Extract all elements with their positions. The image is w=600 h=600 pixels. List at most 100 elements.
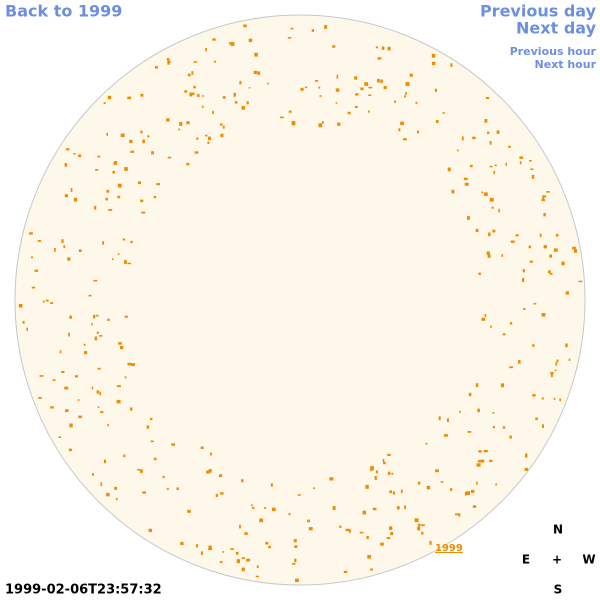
previous-hour-link[interactable]: Previous hour xyxy=(510,45,597,58)
magnetic-feature xyxy=(509,435,512,439)
magnetic-feature xyxy=(489,165,493,168)
magnetic-feature xyxy=(148,528,152,533)
magnetic-feature xyxy=(435,120,439,123)
magnetic-feature xyxy=(113,161,118,165)
magnetic-feature xyxy=(186,121,190,125)
magnetic-feature xyxy=(380,79,383,84)
magnetic-feature xyxy=(297,494,301,496)
magnetic-feature xyxy=(129,407,133,411)
magnetic-feature xyxy=(486,251,490,255)
magnetic-feature xyxy=(336,74,339,79)
magnetic-feature xyxy=(96,390,99,394)
magnetic-feature xyxy=(67,257,71,261)
magnetic-feature xyxy=(95,314,99,317)
magnetic-feature xyxy=(270,483,273,487)
magnetic-feature xyxy=(230,548,234,550)
magnetic-feature xyxy=(509,366,513,369)
magnetic-feature xyxy=(95,169,99,171)
magnetic-feature xyxy=(91,323,93,326)
magnetic-feature xyxy=(122,238,126,241)
magnetic-feature xyxy=(52,379,56,381)
magnetic-feature xyxy=(364,82,369,86)
next-day-link[interactable]: Next day xyxy=(516,19,597,38)
magnetic-feature xyxy=(241,557,245,559)
magnetic-feature xyxy=(354,76,358,80)
magnetic-feature xyxy=(252,506,255,509)
magnetic-feature xyxy=(70,188,73,192)
magnetic-feature xyxy=(234,101,238,104)
magnetic-feature xyxy=(392,491,395,495)
magnetic-feature xyxy=(387,471,391,475)
previous-day-link[interactable]: Previous day xyxy=(480,2,597,21)
magnetic-feature xyxy=(65,409,69,412)
magnetic-feature xyxy=(318,86,321,89)
magnetic-feature xyxy=(531,174,535,179)
magnetic-feature xyxy=(140,93,144,97)
magnetic-feature xyxy=(347,111,351,115)
magnetic-feature xyxy=(115,498,118,501)
magnetic-feature xyxy=(271,507,276,511)
magnetic-feature xyxy=(440,481,444,483)
magnetic-feature xyxy=(244,532,248,535)
magnetic-feature xyxy=(220,492,224,495)
magnetic-feature xyxy=(241,479,244,483)
magnetic-feature xyxy=(64,163,68,167)
magnetic-feature xyxy=(38,397,42,399)
magnetic-feature xyxy=(518,359,521,364)
magnetic-feature xyxy=(259,518,264,523)
year-link[interactable]: 1999 xyxy=(435,543,463,554)
magnetic-feature xyxy=(63,245,66,248)
magnetic-feature xyxy=(459,410,461,413)
magnetic-feature xyxy=(556,359,559,363)
back-link[interactable]: Back to 1999 xyxy=(5,2,122,21)
magnetic-feature xyxy=(50,302,54,304)
magnetic-feature xyxy=(400,489,403,494)
magnetic-feature xyxy=(92,473,94,476)
magnetic-feature xyxy=(292,563,296,565)
magnetic-feature xyxy=(313,487,315,490)
magnetic-feature xyxy=(553,397,556,400)
next-hour-link[interactable]: Next hour xyxy=(535,58,597,71)
solar-disk xyxy=(14,14,586,586)
magnetic-feature xyxy=(394,100,396,104)
magnetic-feature xyxy=(180,541,184,546)
magnetic-feature xyxy=(68,448,72,452)
magnetic-feature xyxy=(417,526,421,531)
magnetic-feature xyxy=(235,551,239,555)
magnetic-feature xyxy=(324,25,328,29)
magnetic-feature xyxy=(230,41,235,46)
magnetic-feature xyxy=(377,78,380,83)
magnetic-feature xyxy=(519,161,522,165)
magnetic-feature xyxy=(120,133,125,137)
magnetic-feature xyxy=(455,513,459,516)
magnetic-feature xyxy=(215,493,218,497)
magnetic-feature xyxy=(267,82,269,85)
compass-south: S xyxy=(554,583,563,597)
magnetic-feature xyxy=(124,260,127,264)
magnetic-feature xyxy=(116,385,121,388)
magnetic-feature xyxy=(468,392,472,397)
magnetic-feature xyxy=(501,254,504,257)
magnetic-feature xyxy=(362,510,366,515)
magnetic-feature xyxy=(124,315,128,318)
magnetic-feature xyxy=(114,486,118,490)
magnetic-feature xyxy=(484,314,487,317)
magnetic-feature xyxy=(150,440,154,443)
magnetic-feature xyxy=(99,335,103,337)
magnetic-feature xyxy=(533,302,537,305)
magnetic-feature xyxy=(102,241,104,245)
magnetic-feature xyxy=(83,343,86,346)
magnetic-feature xyxy=(64,386,69,390)
magnetic-feature xyxy=(196,137,199,140)
magnetic-feature xyxy=(171,443,175,446)
magnetic-feature xyxy=(484,119,488,123)
magnetic-feature xyxy=(550,373,553,378)
magnetic-feature xyxy=(151,151,154,155)
magnetic-feature xyxy=(200,551,203,555)
magnetic-feature xyxy=(248,87,251,89)
magnetic-feature xyxy=(432,61,436,66)
magnetic-feature xyxy=(69,315,72,319)
magnetic-feature xyxy=(489,459,493,463)
magnetic-feature xyxy=(366,535,369,539)
magnetic-feature xyxy=(107,424,109,427)
